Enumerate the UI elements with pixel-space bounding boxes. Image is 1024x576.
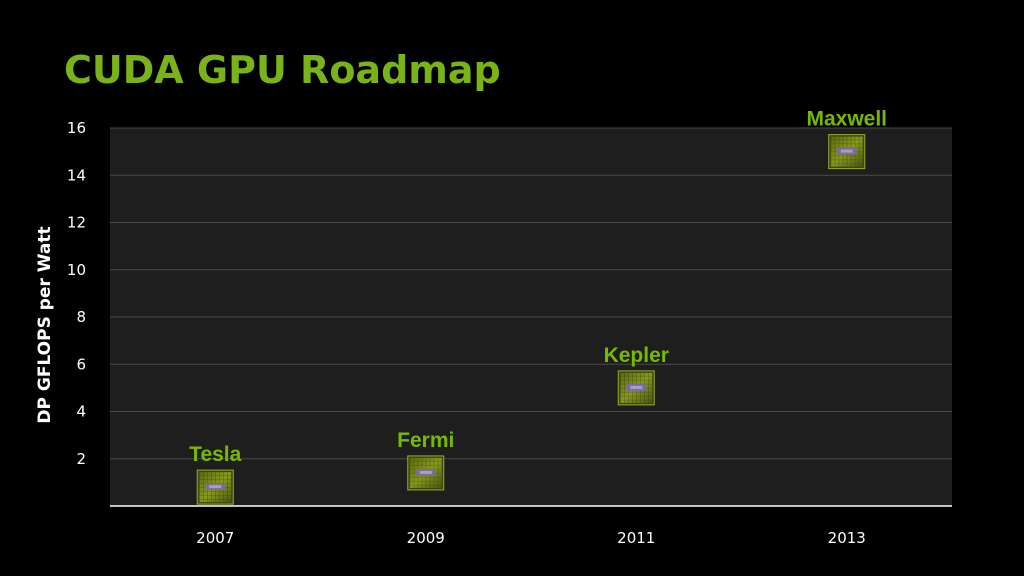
point-label: Fermi bbox=[397, 429, 454, 452]
x-tick-label: 2009 bbox=[407, 529, 445, 547]
x-tick-label: 2007 bbox=[196, 529, 234, 547]
data-point-fermi: Fermi bbox=[397, 429, 454, 491]
y-axis-label: DP GFLOPS per Watt bbox=[35, 226, 55, 423]
y-tick-labels: 2 4 6 8 10 12 14 16 bbox=[67, 119, 86, 468]
data-point-tesla: Tesla bbox=[189, 443, 242, 505]
gpu-chip-icon bbox=[407, 455, 445, 491]
y-tick-label: 14 bbox=[67, 166, 86, 184]
y-tick-label: 10 bbox=[67, 261, 86, 279]
y-tick-label: 16 bbox=[67, 119, 86, 137]
y-tick-label: 4 bbox=[76, 403, 86, 421]
data-points: Tesla Fermi Kepler Maxwell bbox=[189, 108, 887, 505]
gpu-chip-icon bbox=[617, 370, 655, 406]
y-tick-label: 8 bbox=[76, 308, 86, 326]
gpu-chip-icon bbox=[828, 134, 866, 170]
y-tick-label: 2 bbox=[76, 450, 86, 468]
y-tick-label: 12 bbox=[67, 214, 86, 232]
point-label: Maxwell bbox=[806, 108, 887, 131]
point-label: Kepler bbox=[604, 344, 669, 367]
gridlines bbox=[110, 127, 952, 460]
x-tick-label: 2013 bbox=[828, 529, 866, 547]
point-label: Tesla bbox=[189, 443, 241, 466]
gpu-chip-icon bbox=[196, 469, 234, 505]
x-tick-label: 2011 bbox=[617, 529, 655, 547]
y-tick-label: 6 bbox=[76, 355, 86, 373]
x-tick-labels: 2007 2009 2011 2013 bbox=[196, 529, 866, 547]
data-point-maxwell: Maxwell bbox=[806, 108, 887, 170]
data-point-kepler: Kepler bbox=[604, 344, 669, 406]
slide-title: CUDA GPU Roadmap bbox=[64, 48, 501, 92]
